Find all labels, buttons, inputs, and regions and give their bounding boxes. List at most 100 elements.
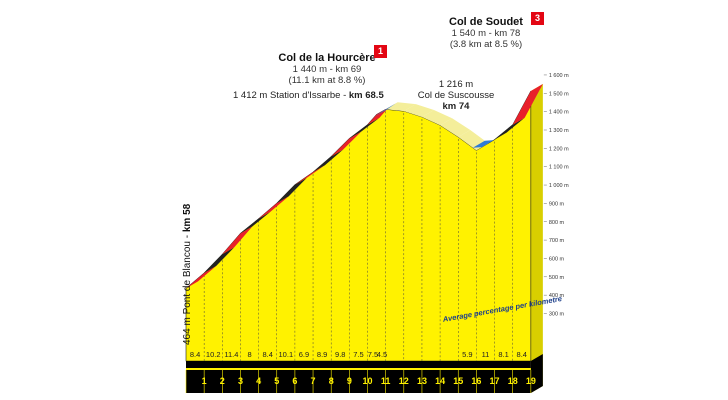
km-label: 6	[292, 376, 297, 386]
km-label: 10	[362, 376, 372, 386]
road-segment	[276, 177, 307, 204]
waypoint-suscousse-line-1: 1 216 m	[438, 79, 474, 90]
y-tick-label: 400 m	[549, 293, 565, 299]
road-segment	[494, 117, 525, 140]
y-tick-label: 1 300 m	[549, 128, 569, 134]
road-segment	[376, 102, 398, 115]
road-segment	[421, 110, 453, 126]
road-segment	[186, 265, 217, 289]
km-labels: 1 2 3 4 5 6 7 8 9 10 11 12 13 14 15 16 17 18 19	[202, 376, 536, 386]
road-segment	[313, 149, 344, 173]
summit-marker	[472, 140, 494, 148]
road-segment	[349, 117, 380, 139]
climb-1-flag: 1	[374, 45, 387, 58]
gradient-label: 6.9	[299, 350, 309, 359]
waypoint-issarbe-label: 1 412 m Station d'Issarbe - km 68.5	[233, 90, 384, 101]
gradient-label: 5.9	[462, 350, 472, 359]
gradient-label: 8.4	[517, 350, 527, 359]
km-label: 7	[311, 376, 316, 386]
side-face-yellow	[530, 83, 543, 394]
start-label: 464 m Pont de Blancou - km 58	[182, 204, 193, 345]
y-tick-label: 1 600 m	[549, 73, 569, 79]
y-tick-label: 1 500 m	[549, 91, 569, 97]
road-segment	[403, 104, 434, 118]
y-tick-label: 1 000 m	[549, 183, 569, 189]
road-segment	[222, 226, 253, 255]
road-segment	[440, 118, 471, 138]
base-band-stripe	[186, 368, 531, 370]
gradient-label: 10.1	[279, 350, 294, 359]
climb-3-label: Col de Soudet 1 540 m - km 78 (3.8 km at…	[449, 16, 523, 50]
road-segment	[240, 211, 271, 234]
y-tick-label: 800 m	[549, 220, 565, 226]
climb-1-name: Col de la Hourcère	[278, 52, 376, 64]
gradient-label: 7.5	[353, 350, 363, 359]
km-label: 2	[220, 376, 225, 386]
km-label: 13	[417, 376, 427, 386]
y-tick-label: 900 m	[549, 201, 565, 207]
gradient-label: 9.8	[335, 350, 345, 359]
climb-3-detail-2: (3.8 km at 8.5 %)	[449, 39, 523, 50]
3d-side-face	[530, 83, 543, 394]
elevation-fill	[185, 90, 532, 362]
road-segment	[512, 83, 543, 125]
gradient-label: 4.5	[377, 350, 387, 359]
km-label: 4	[256, 376, 261, 386]
start-label-text: 464 m Pont de Blancou -	[182, 232, 193, 345]
y-tick-label: 600 m	[549, 256, 565, 262]
km-label: 14	[435, 376, 445, 386]
y-tick-label: 1 200 m	[549, 146, 569, 152]
y-tick-label: 500 m	[549, 275, 565, 281]
gradient-label: 8.4	[190, 350, 200, 359]
gradient-label: 7.5	[368, 350, 378, 359]
side-face-black	[530, 354, 543, 393]
climb-1-label: Col de la Hourcère 1 440 m - km 69 (11.1…	[278, 52, 375, 86]
gradient-label: 11	[482, 350, 490, 359]
gradient-label: 8.4	[262, 350, 272, 359]
waypoint-suscousse-line-2: Col de Suscousse	[417, 90, 495, 101]
km-label: 9	[347, 376, 352, 386]
km-label: 18	[508, 376, 518, 386]
climb-3-name: Col de Soudet	[449, 16, 523, 28]
gradient-label: 10.2	[206, 350, 221, 359]
km-label: 17	[490, 376, 500, 386]
km-label: 5	[274, 376, 279, 386]
km-base-band	[185, 361, 532, 393]
y-tick-label: 300 m	[549, 312, 565, 318]
summit-marker	[374, 103, 396, 117]
waypoint-issarbe-text: 1 412 m Station d'Issarbe -	[233, 90, 349, 101]
vertical-km-lines	[203, 111, 513, 361]
y-tick-label: 700 m	[549, 238, 565, 244]
road-segment	[331, 131, 362, 157]
km-label: 16	[471, 376, 481, 386]
gradient-label: 8.9	[317, 350, 327, 359]
km-label: 19	[526, 376, 536, 386]
waypoint-suscousse-label: 1 216 m Col de Suscousse km 74	[418, 79, 495, 112]
climb-3-flag: 3	[531, 12, 544, 25]
gradient-label: 8	[247, 350, 251, 359]
summit-markers	[374, 103, 494, 148]
y-axis: 300 m 400 m 500 m 600 m 700 m 800 m 900 m 1 000…	[543, 73, 569, 318]
gradient-label: 8.1	[498, 350, 508, 359]
km-label: 11	[381, 376, 391, 386]
road-segment	[204, 247, 235, 273]
gradient-label: 11.4	[224, 350, 238, 359]
start-label-km: km 58	[182, 203, 193, 233]
road-segment	[258, 196, 289, 219]
y-tick-label: 1 400 m	[549, 110, 569, 116]
elevation-area	[185, 90, 532, 362]
y-tick-label: 1 100 m	[549, 165, 569, 171]
gradient-labels: 8.4 10.2 11.4 8 8.4 10.1 6.9 8.9 9.8 7.5 7.54.5 5.9…	[190, 350, 527, 359]
road-segment	[385, 102, 416, 112]
climb-1-detail-2: (11.1 km at 8.8 %)	[288, 75, 366, 86]
climb-1-detail-1: 1 440 m - km 69	[292, 64, 362, 75]
road-segment	[367, 107, 389, 125]
km-label: 8	[329, 376, 334, 386]
km-label: 1	[202, 376, 207, 386]
base-band	[186, 361, 531, 393]
road-segment	[294, 165, 326, 185]
km-label: 3	[238, 376, 243, 386]
waypoint-suscousse-km: km 74	[442, 101, 470, 112]
km-label: 15	[453, 376, 463, 386]
